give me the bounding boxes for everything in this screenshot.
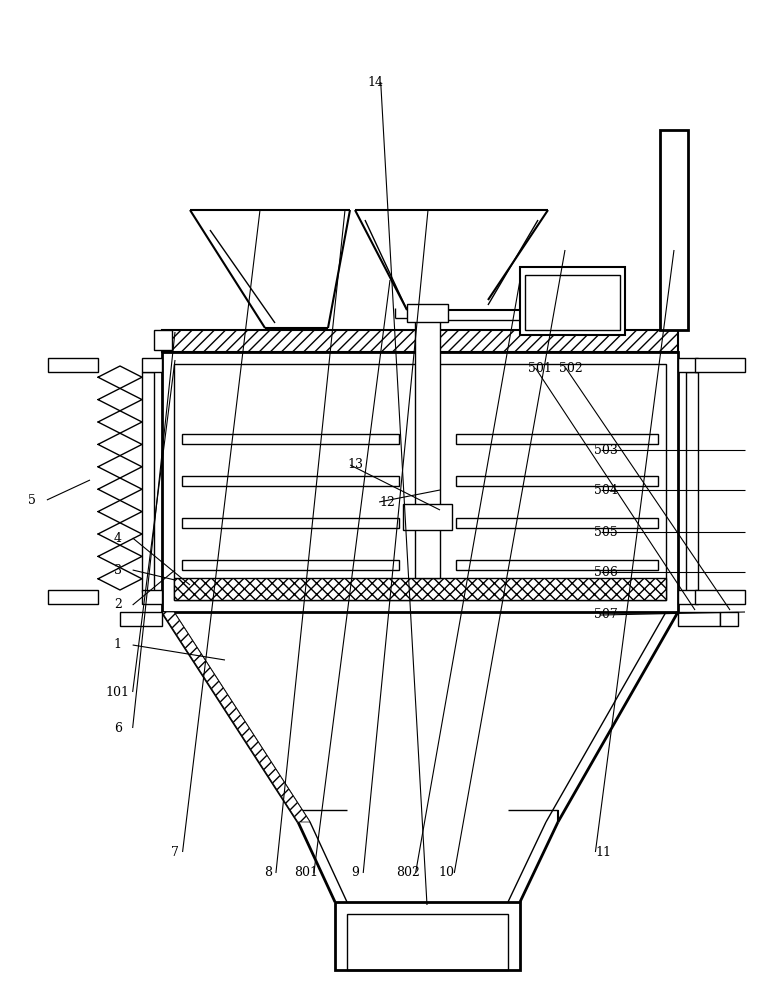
Bar [695, 358, 745, 372]
Text: 802: 802 [395, 866, 420, 880]
Bar [120, 612, 162, 626]
Text: 101: 101 [106, 686, 130, 698]
Text: 3: 3 [114, 564, 121, 576]
Bar [686, 372, 698, 592]
Bar [182, 434, 399, 444]
Text: 506: 506 [594, 566, 618, 578]
Bar [182, 476, 399, 486]
Bar [182, 518, 399, 528]
Text: 14: 14 [367, 76, 384, 89]
Bar [347, 914, 508, 970]
Bar [403, 504, 452, 530]
Bar [520, 267, 625, 335]
Text: 504: 504 [594, 484, 618, 496]
Bar [678, 612, 720, 626]
Bar [335, 902, 520, 970]
Bar [174, 364, 666, 600]
Text: 7: 7 [171, 846, 178, 858]
Text: 502: 502 [559, 361, 583, 374]
Bar [456, 518, 658, 528]
Text: 6: 6 [114, 722, 121, 734]
Bar [456, 434, 658, 444]
Text: 507: 507 [594, 608, 618, 621]
Text: 503: 503 [594, 444, 618, 456]
Bar [48, 358, 98, 372]
Text: 10: 10 [438, 866, 455, 880]
Text: 801: 801 [294, 866, 318, 880]
Bar [182, 560, 399, 570]
Bar [695, 590, 745, 604]
Bar [678, 358, 698, 372]
Bar [720, 612, 738, 626]
Bar [415, 308, 440, 578]
Text: 501: 501 [528, 361, 553, 374]
Bar [142, 358, 162, 372]
Bar [154, 330, 172, 350]
Bar [174, 578, 666, 600]
Bar [456, 560, 658, 570]
Bar [162, 352, 678, 612]
Text: 4: 4 [114, 532, 121, 544]
Bar [48, 590, 98, 604]
Text: 9: 9 [351, 866, 359, 880]
Bar [142, 590, 162, 604]
Bar [678, 590, 698, 604]
Bar [456, 476, 658, 486]
Text: 505: 505 [594, 526, 618, 538]
Bar [407, 304, 448, 322]
Bar [142, 372, 154, 592]
Text: 12: 12 [380, 495, 395, 508]
Bar [162, 330, 678, 352]
Bar [660, 130, 688, 330]
Text: 1: 1 [114, 639, 121, 652]
Text: 5: 5 [28, 493, 36, 506]
Text: 13: 13 [347, 458, 364, 472]
Bar [525, 275, 620, 330]
Polygon shape [162, 612, 310, 822]
Text: 2: 2 [114, 598, 121, 611]
Text: 8: 8 [264, 866, 272, 880]
Text: 11: 11 [595, 846, 612, 858]
